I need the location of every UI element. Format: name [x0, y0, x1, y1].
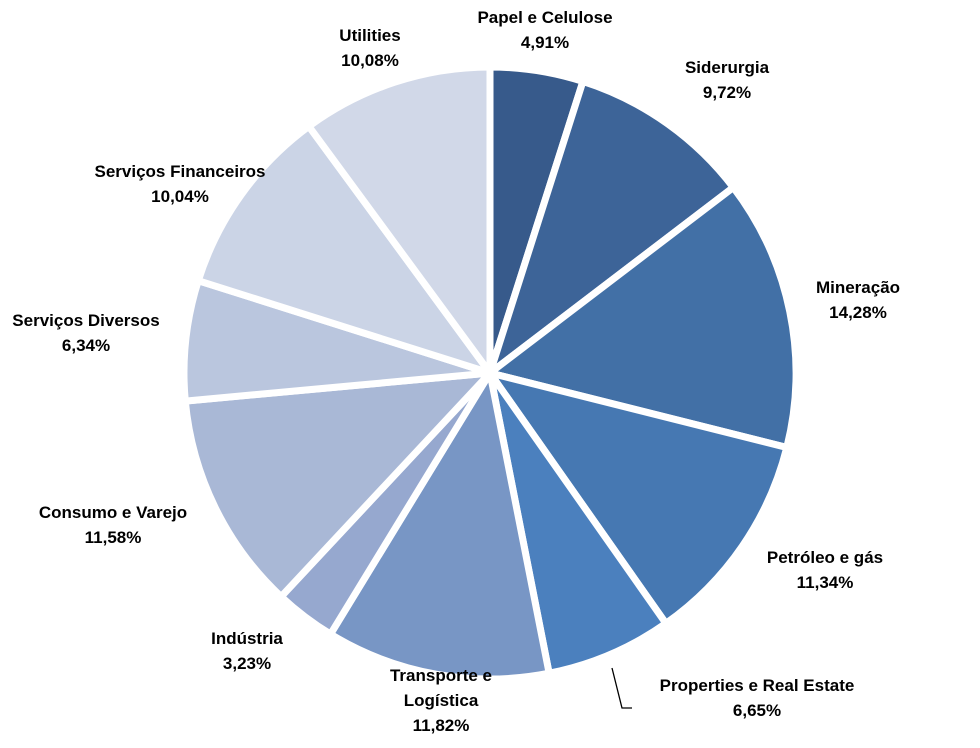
pie-slice-petroleo-e-gas: [481, 367, 792, 629]
pie-slice-servicos-financeiros: [193, 121, 500, 380]
data-label-papel-e-celulose: Papel e Celulose 4,91%: [477, 8, 612, 52]
pie-slice-mineracao: [482, 182, 800, 452]
data-label-siderurgia: Siderurgia 9,72%: [685, 58, 770, 102]
data-label-servicos-financeiros: Serviços Financeiros 10,04%: [94, 162, 265, 206]
data-label-mineracao: Mineração 14,28%: [816, 278, 900, 322]
data-label-properties-e-real-estate: Properties e Real Estate 6,65%: [660, 676, 855, 720]
data-labels: Papel e Celulose 4,91% Siderurgia 9,72% Mine…: [12, 8, 900, 735]
pie-slices: [180, 63, 800, 683]
data-label-consumo-e-varejo: Consumo e Varejo 11,58%: [39, 503, 187, 547]
pie-slice-utilities: [303, 63, 494, 384]
pie-slice-transporte-e-logistica: [325, 363, 554, 683]
leader-lines: [611, 667, 632, 709]
pie-slice-siderurgia: [483, 77, 739, 383]
data-label-servicos-diversos: Serviços Diversos 6,34%: [12, 311, 159, 355]
data-label-transporte-e-logistica: Transporte e Logística 11,82%: [390, 666, 492, 735]
data-label-utilities: Utilities 10,08%: [339, 26, 400, 70]
leader-line-properties-e-real-estate: [611, 667, 632, 709]
data-label-industria: Indústria 3,23%: [211, 629, 283, 673]
pie-slice-consumo-e-varejo: [181, 368, 499, 602]
data-label-petroleo-e-gas: Petróleo e gás 11,34%: [767, 548, 883, 592]
